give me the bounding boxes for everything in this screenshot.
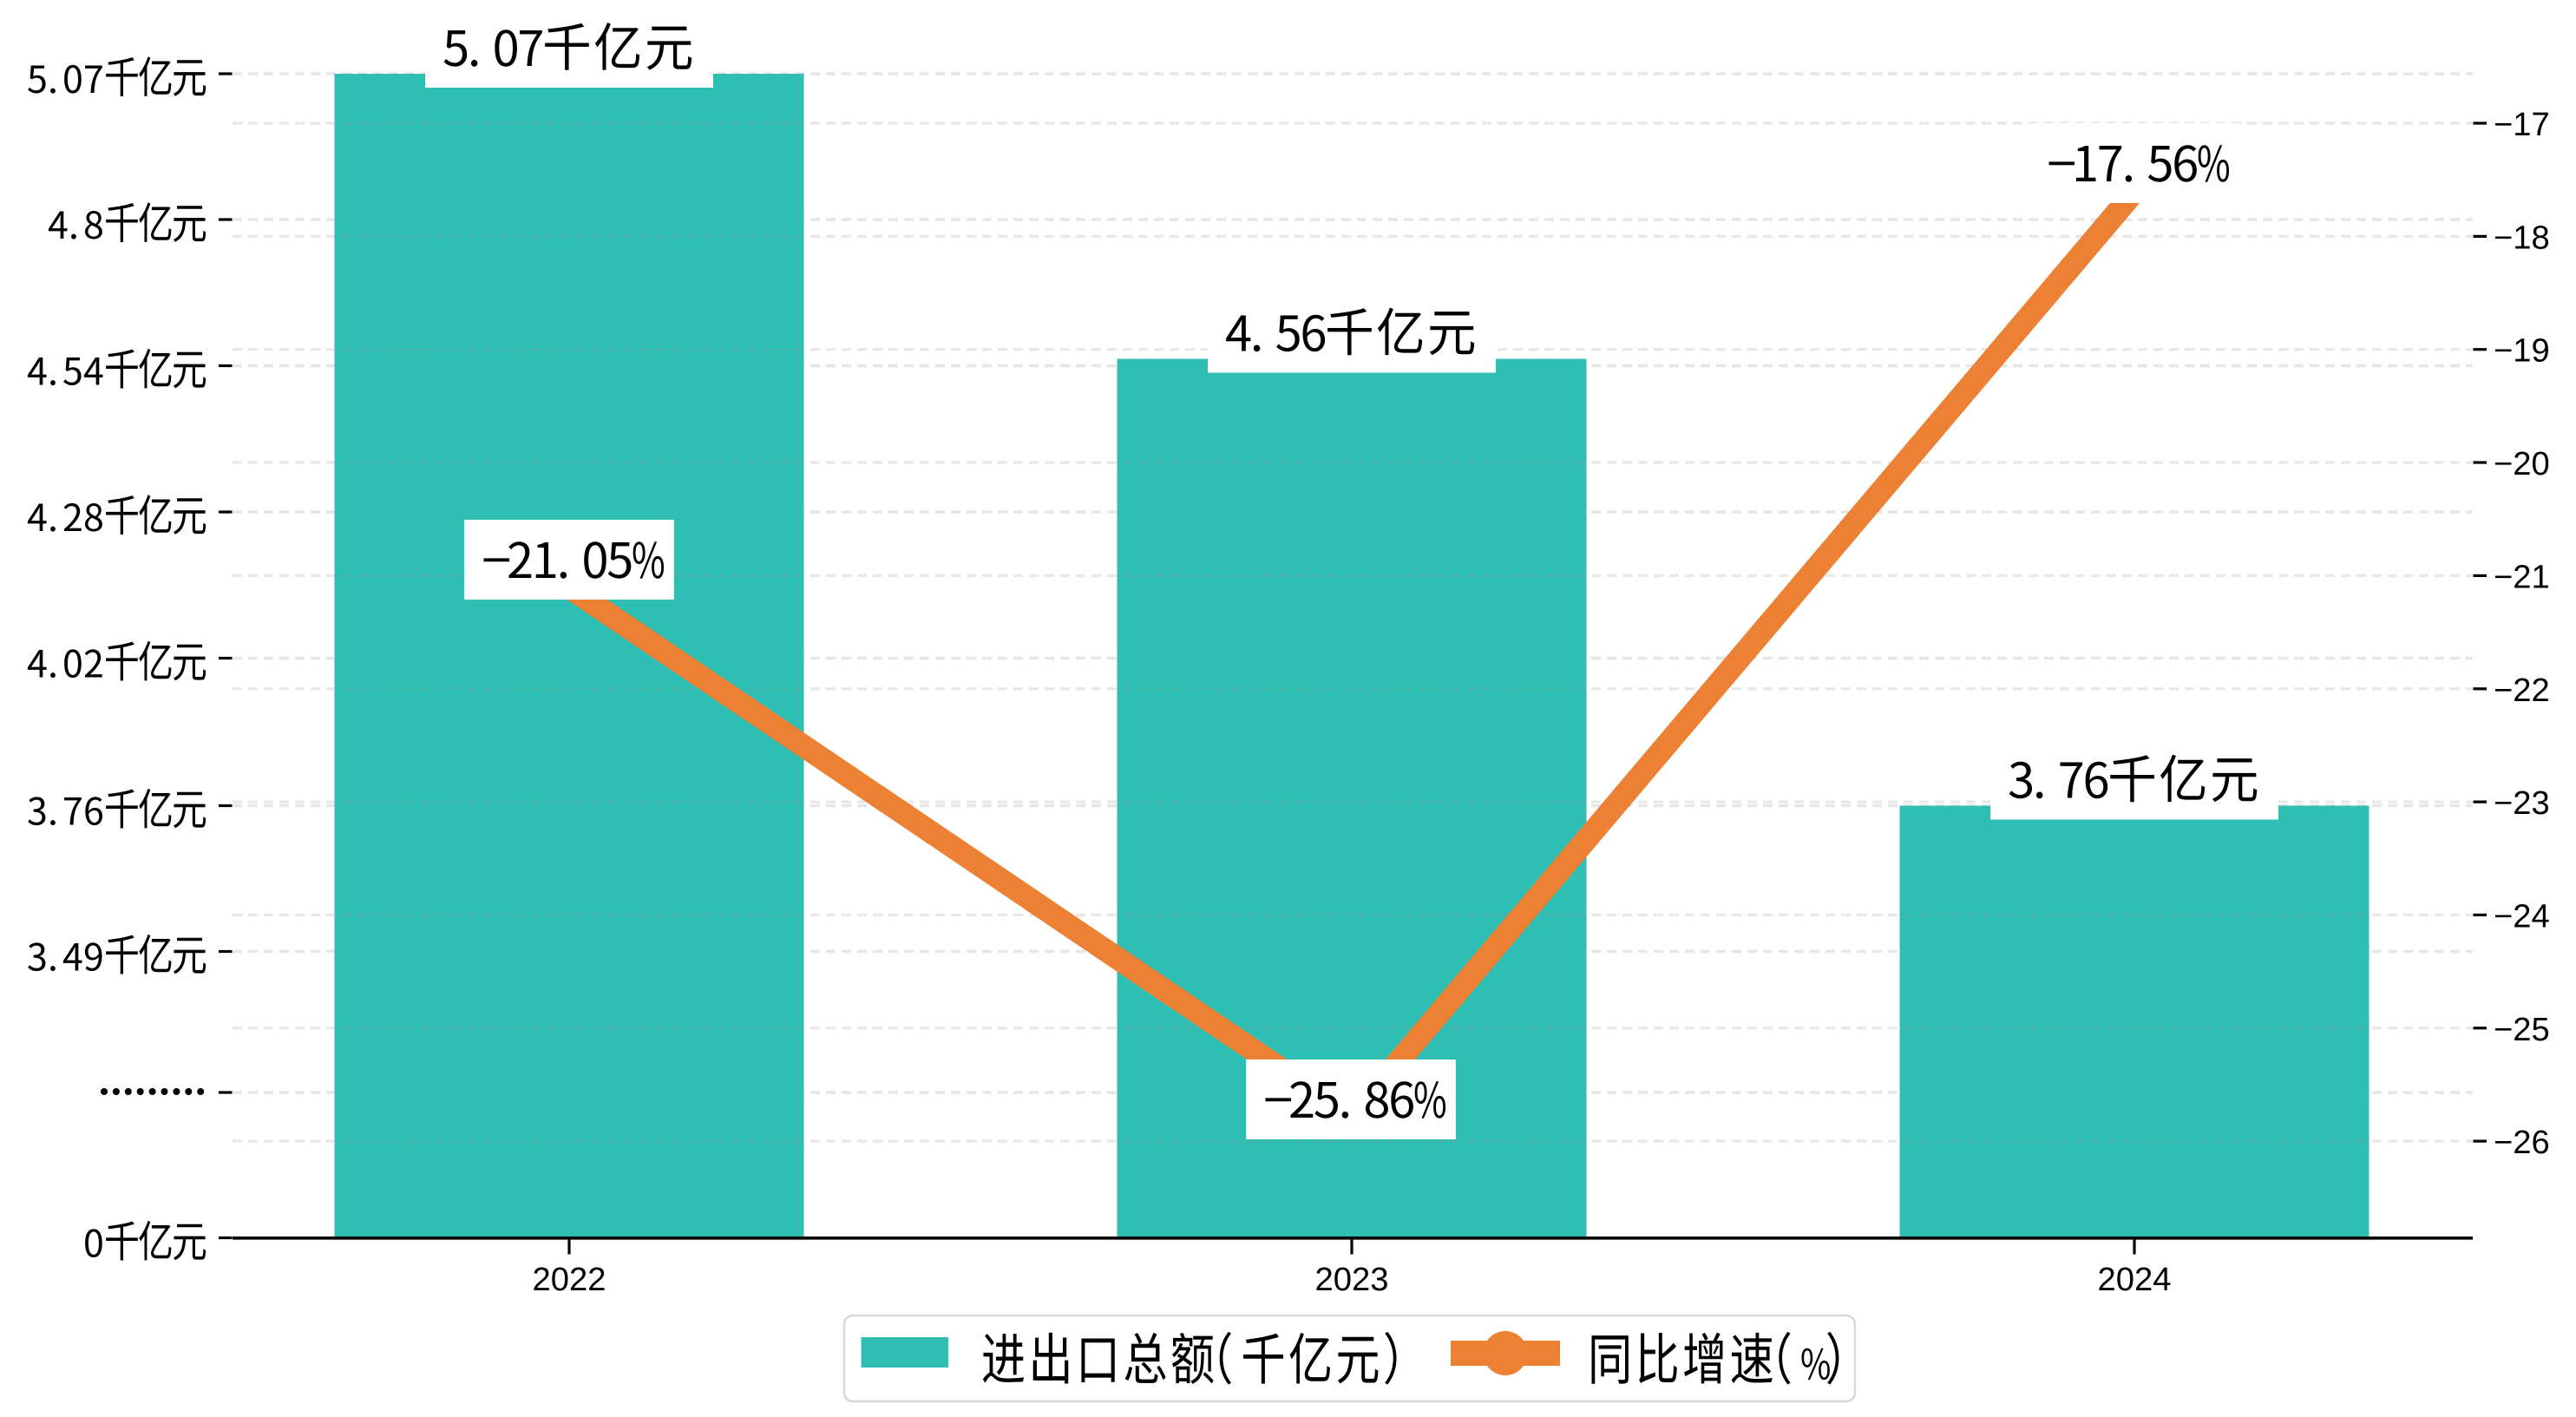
svg-text:−20: −20 [2494, 445, 2550, 482]
svg-text:2024: 2024 [2098, 1261, 2172, 1298]
svg-text:−23: −23 [2494, 784, 2550, 822]
svg-text:−19: −19 [2494, 332, 2550, 370]
svg-text:−21: −21 [2494, 558, 2550, 595]
svg-text:−18: −18 [2494, 219, 2550, 256]
svg-text:2023: 2023 [1315, 1261, 1389, 1298]
svg-text:−17: −17 [2494, 106, 2550, 143]
svg-text:−25: −25 [2494, 1011, 2550, 1048]
svg-text:2022: 2022 [533, 1261, 606, 1298]
svg-text:−26: −26 [2494, 1124, 2550, 1161]
svg-text:−22: −22 [2494, 672, 2550, 709]
svg-text:−24: −24 [2494, 897, 2550, 935]
